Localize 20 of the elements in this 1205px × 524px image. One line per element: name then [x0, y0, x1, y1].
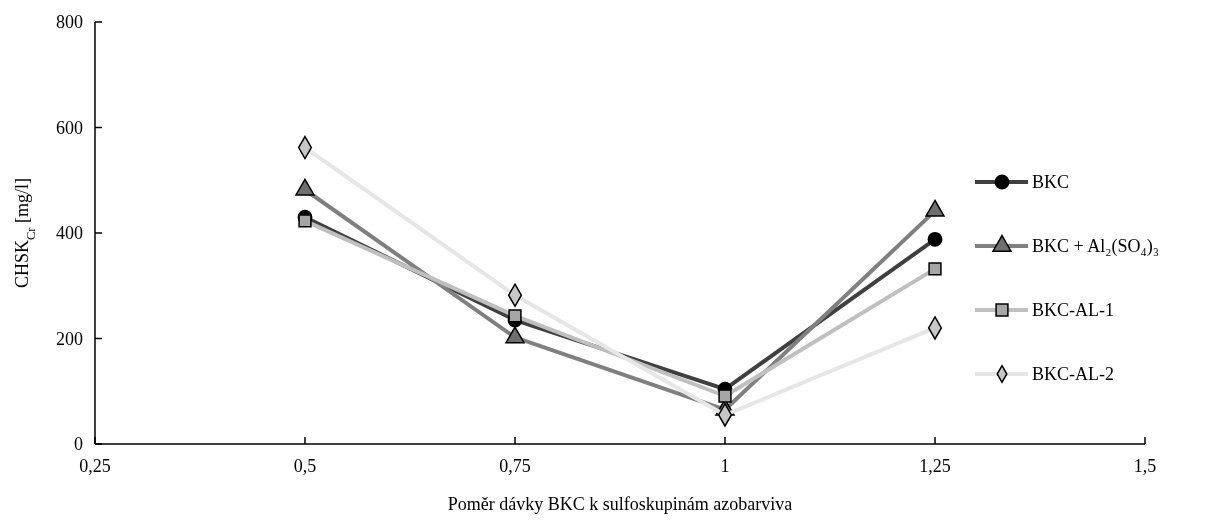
x-tick-label: 0,75: [499, 456, 531, 476]
y-tick-label: 600: [56, 117, 83, 138]
legend-label: BKC-AL-2: [1032, 364, 1114, 384]
y-tick-label: 0: [74, 434, 83, 454]
x-tick-label: 0,25: [79, 456, 111, 476]
y-tick-label: 400: [56, 223, 83, 243]
x-tick-label: 1: [720, 456, 730, 476]
point: [298, 214, 312, 228]
y-tick-label: 200: [56, 328, 83, 349]
point: [718, 389, 732, 403]
legend-label: BKC-AL-1: [1032, 300, 1114, 320]
x-tick-label: 0,5: [293, 456, 317, 476]
x-tick-label: 1,25: [919, 456, 951, 476]
y-tick-label: 800: [56, 12, 83, 32]
x-tick-label: 1,5: [1133, 456, 1157, 476]
legend-label: BKC: [1032, 172, 1070, 192]
point: [928, 262, 942, 276]
legend-label: BKC + Al₂(SO₄)₃: [1032, 236, 1159, 257]
point: [508, 309, 522, 323]
x-axis-title: Poměr dávky BKC k sulfoskupinám azobarviva: [447, 494, 793, 514]
